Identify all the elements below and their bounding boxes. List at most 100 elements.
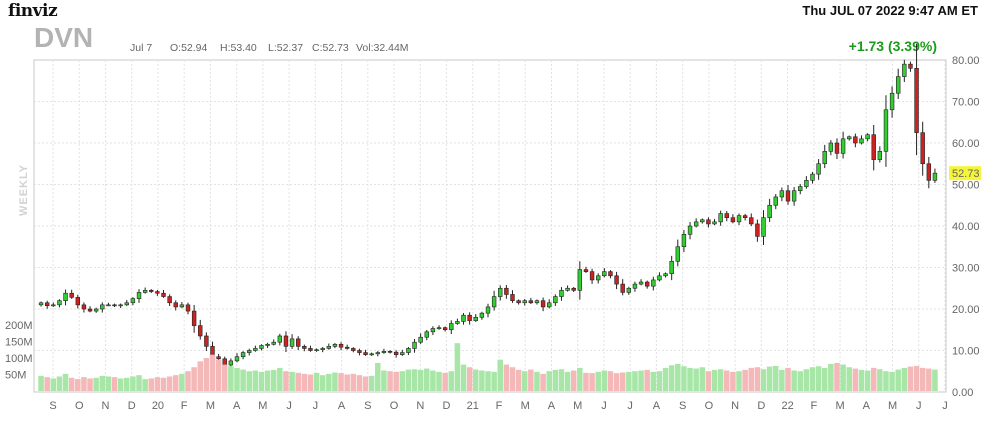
volume-bar: [656, 371, 663, 391]
volume-bar: [919, 367, 926, 391]
volume-bar: [687, 367, 693, 391]
candle-body: [896, 76, 901, 94]
volume-bar: [473, 369, 479, 391]
candle-body: [461, 314, 466, 322]
time-tick-label: F: [496, 400, 503, 412]
price-tick-label: 50.00: [952, 180, 980, 192]
candle-body: [216, 356, 221, 360]
volume-bar: [277, 367, 283, 391]
candle-body: [344, 346, 350, 349]
candle-body: [161, 292, 166, 297]
volume-bar: [883, 371, 889, 391]
volume-bar: [864, 370, 871, 391]
candle-body: [130, 298, 136, 304]
time-tick-label: O: [390, 400, 399, 412]
candle-body: [430, 328, 436, 333]
candle-body: [51, 304, 56, 307]
candle-body: [736, 215, 742, 223]
volume-bar: [913, 365, 920, 391]
volume-bar: [411, 369, 418, 391]
time-tick-label: J: [601, 400, 607, 412]
volume-bar: [607, 371, 614, 391]
candle-body: [785, 190, 791, 202]
time-tick-label: A: [863, 400, 871, 412]
time-tick-label: A: [653, 400, 661, 412]
volume-bar: [442, 372, 448, 391]
volume-bar: [699, 367, 706, 391]
volume-bar: [387, 371, 393, 391]
candle-body: [889, 92, 895, 111]
volume-bar: [852, 368, 859, 391]
volume-bar: [460, 364, 467, 391]
candle-body: [626, 287, 632, 293]
time-tick-label: M: [521, 400, 530, 412]
candle-body: [553, 296, 558, 304]
volume-bar: [546, 371, 552, 391]
candle-body: [277, 335, 283, 343]
candle-body: [479, 312, 485, 318]
candle-body: [351, 348, 356, 351]
candle-body: [455, 321, 460, 324]
candle-body: [191, 310, 197, 326]
candle-body: [932, 172, 938, 181]
candle-body: [547, 302, 552, 308]
volume-bar: [650, 371, 657, 391]
time-tick-label: 22: [781, 400, 793, 412]
price-tick-label: 40.00: [952, 221, 980, 233]
volume-bar: [613, 373, 620, 391]
candle-body: [473, 316, 478, 321]
candle-body: [742, 215, 748, 218]
candle-body: [338, 343, 344, 348]
volume-bar: [356, 375, 363, 391]
volume-bar: [717, 369, 724, 391]
volume-bar: [791, 370, 797, 391]
time-tick-label: J: [627, 400, 633, 412]
last-price-label: 52.73: [952, 168, 980, 180]
time-tick-label: A: [233, 400, 241, 412]
volume-bar: [350, 373, 357, 391]
candle-body: [302, 346, 307, 349]
price-tick-label: 70.00: [952, 97, 980, 109]
volume-bar: [552, 369, 559, 391]
volume-bar: [142, 379, 148, 391]
candle-body: [853, 136, 858, 144]
volume-bar: [895, 369, 901, 391]
volume-bar: [326, 373, 332, 391]
candle-body: [363, 352, 368, 355]
candles-group: [38, 43, 938, 369]
candle-body: [534, 300, 540, 304]
volume-tick-label: 50M: [5, 370, 26, 382]
volume-bar: [393, 371, 399, 391]
volume-bar: [668, 365, 675, 391]
candle-body: [155, 291, 160, 294]
candle-body: [914, 68, 919, 133]
volume-bar: [528, 369, 534, 391]
volume-bar: [368, 375, 375, 391]
candle-body: [700, 219, 705, 223]
volume-bar: [136, 375, 142, 391]
volume-bar: [705, 371, 712, 391]
time-tick-label: D: [443, 400, 451, 412]
candle-body: [265, 343, 270, 346]
candle-body: [798, 186, 803, 192]
volume-bar: [828, 363, 834, 391]
candle-body: [75, 297, 80, 306]
price-tick-label: 80.00: [952, 55, 980, 67]
volume-bar: [124, 377, 130, 391]
time-tick-label: M: [835, 400, 844, 412]
candle-body: [620, 283, 625, 293]
volume-bar: [736, 371, 742, 391]
candle-body: [920, 132, 925, 165]
candle-body: [761, 217, 766, 237]
volume-value: Vol:32.44M: [356, 42, 409, 54]
candle-body: [602, 271, 607, 277]
candle-body: [840, 138, 846, 154]
candle-body: [485, 306, 491, 314]
volume-tick-label: 200M: [5, 320, 33, 332]
candle-body: [614, 275, 619, 285]
candle-body: [638, 281, 644, 285]
candle-body: [608, 271, 613, 277]
volume-bar: [289, 371, 295, 391]
candle-body: [222, 358, 227, 366]
